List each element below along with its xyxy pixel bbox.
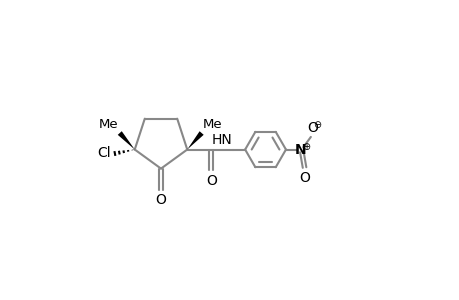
Text: ⊕: ⊕ — [301, 142, 309, 152]
Text: O: O — [298, 171, 309, 185]
Text: O: O — [205, 173, 216, 188]
Polygon shape — [187, 131, 203, 149]
Text: Cl: Cl — [97, 146, 110, 160]
Text: O: O — [306, 121, 317, 134]
Text: Me: Me — [203, 118, 222, 131]
Polygon shape — [118, 131, 134, 149]
Text: Me: Me — [98, 118, 118, 131]
Text: O: O — [155, 193, 166, 207]
Text: ⊖: ⊖ — [313, 120, 320, 130]
Text: N: N — [295, 142, 306, 157]
Text: HN: HN — [211, 133, 232, 146]
